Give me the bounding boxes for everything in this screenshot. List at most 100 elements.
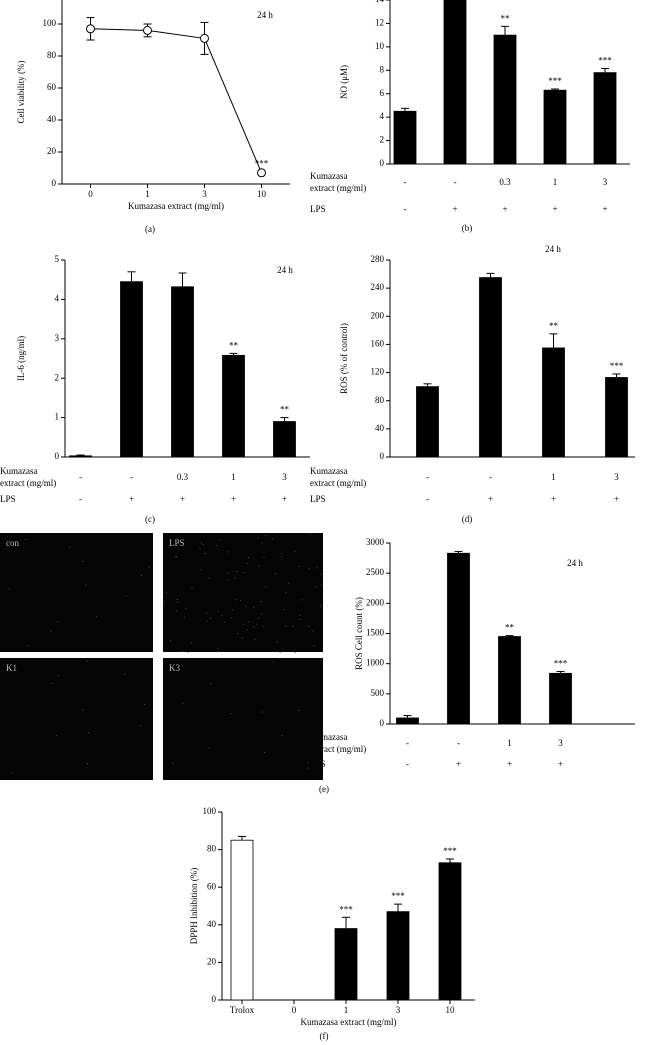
bar [222,354,245,458]
row-value: + [552,204,557,214]
fluorescence-spot [87,660,89,662]
fluorescence-spot [319,606,321,608]
row-value: - [406,738,409,748]
fluorescence-spot [258,617,260,619]
y-axis-label: ROS Cell count (%) [354,597,364,670]
fluorescence-spot [281,553,283,555]
bar [386,911,410,1001]
bar [69,455,92,458]
row-label: LPS [0,494,16,504]
significance: *** [598,56,612,66]
y-tick-label: 1500 [366,628,385,638]
panel-label: (e) [319,784,329,794]
y-tick-label: 0 [380,158,385,168]
fluorescence-spot [274,573,276,575]
y-axis-label: DPPH Inhibition (%) [189,868,199,945]
bar [438,862,462,1001]
bar [605,377,628,458]
row-value: - [426,472,429,482]
bar [443,0,467,165]
bar [171,286,194,458]
row-value: 0.3 [177,472,189,482]
y-tick-label: 1000 [366,658,385,668]
bar [593,72,617,165]
row-value: 3 [603,177,608,187]
fluorescence-spot [143,703,145,705]
bar [549,672,572,725]
fluorescence-spot [320,604,322,606]
fluorescence-spot [308,767,310,769]
y-tick-label: 60 [207,881,217,891]
x-tick-label: 3 [202,189,207,199]
significance: *** [391,891,405,901]
fluorescence-spot [230,617,232,619]
fluorescence-spot [265,586,267,588]
fluorescence-spot [240,599,242,601]
fluorescence-spot [57,621,59,623]
fluorescence-spot [299,618,301,620]
micrograph [163,658,323,780]
row-label: Kumazasa [310,466,347,476]
row-label: Kumazasa [0,466,37,476]
y-tick-label: 200 [371,310,385,320]
fluorescence-spot [217,647,219,649]
fluorescence-spot [226,551,228,553]
panel-label: (f) [320,1031,329,1041]
bar [447,552,470,725]
row-value: - [404,177,407,187]
fluorescence-spot [253,626,255,628]
fluorescence-spot [307,761,309,763]
fluorescence-spot [148,566,150,568]
x-tick-label: 1 [344,1005,349,1015]
y-tick-label: 0 [52,178,57,188]
fluorescence-spot [261,542,263,544]
fluorescence-spot [247,621,249,623]
row-value: - [489,472,492,482]
marker [200,33,209,43]
significance: *** [255,158,269,168]
annotation: 24 h [567,558,583,568]
bar [393,110,417,165]
row-value: 1 [507,738,512,748]
significance: *** [554,659,568,669]
fluorescence-spot [191,587,193,589]
y-tick-label: 1 [55,412,60,422]
row-value: - [79,472,82,482]
y-tick-label: 500 [371,688,385,698]
fluorescence-spot [25,538,27,540]
row-value: - [454,177,457,187]
fluorescence-spot [241,637,243,639]
significance: ** [501,13,511,23]
y-tick-label: 80 [207,844,217,854]
y-tick-label: 60 [47,82,57,92]
x-tick-label: 1 [145,189,150,199]
y-tick-label: 0 [380,718,385,728]
fluorescence-spot [248,557,250,559]
fluorescence-spot [125,595,127,597]
fluorescence-spot [246,629,248,631]
y-tick-label: 3 [55,333,60,343]
fluorescence-spot [320,573,322,575]
y-tick-label: 4 [380,111,385,121]
fluorescence-spot [237,632,239,634]
fluorescence-spot [216,545,218,547]
fluorescence-spot [185,608,187,610]
fluorescence-spot [210,683,212,685]
row-value: - [79,494,82,504]
fluorescence-spot [223,621,225,623]
fluorescence-spot [204,552,206,554]
fluorescence-spot [175,610,177,612]
fluorescence-spot [235,599,237,601]
fluorescence-spot [263,556,265,558]
row-value: + [282,494,287,504]
fluorescence-spot [298,566,300,568]
x-axis-label: Kumazasa extract (mg/ml) [301,1017,397,1027]
fluorescence-spot [82,560,84,562]
fluorescence-spot [227,572,229,574]
row-label: extract (mg/ml) [0,478,56,488]
y-tick-label: 0 [380,451,385,461]
fluorescence-spot [257,537,259,539]
line [90,28,262,173]
x-tick-label: 3 [396,1005,401,1015]
fluorescence-spot [55,735,57,737]
